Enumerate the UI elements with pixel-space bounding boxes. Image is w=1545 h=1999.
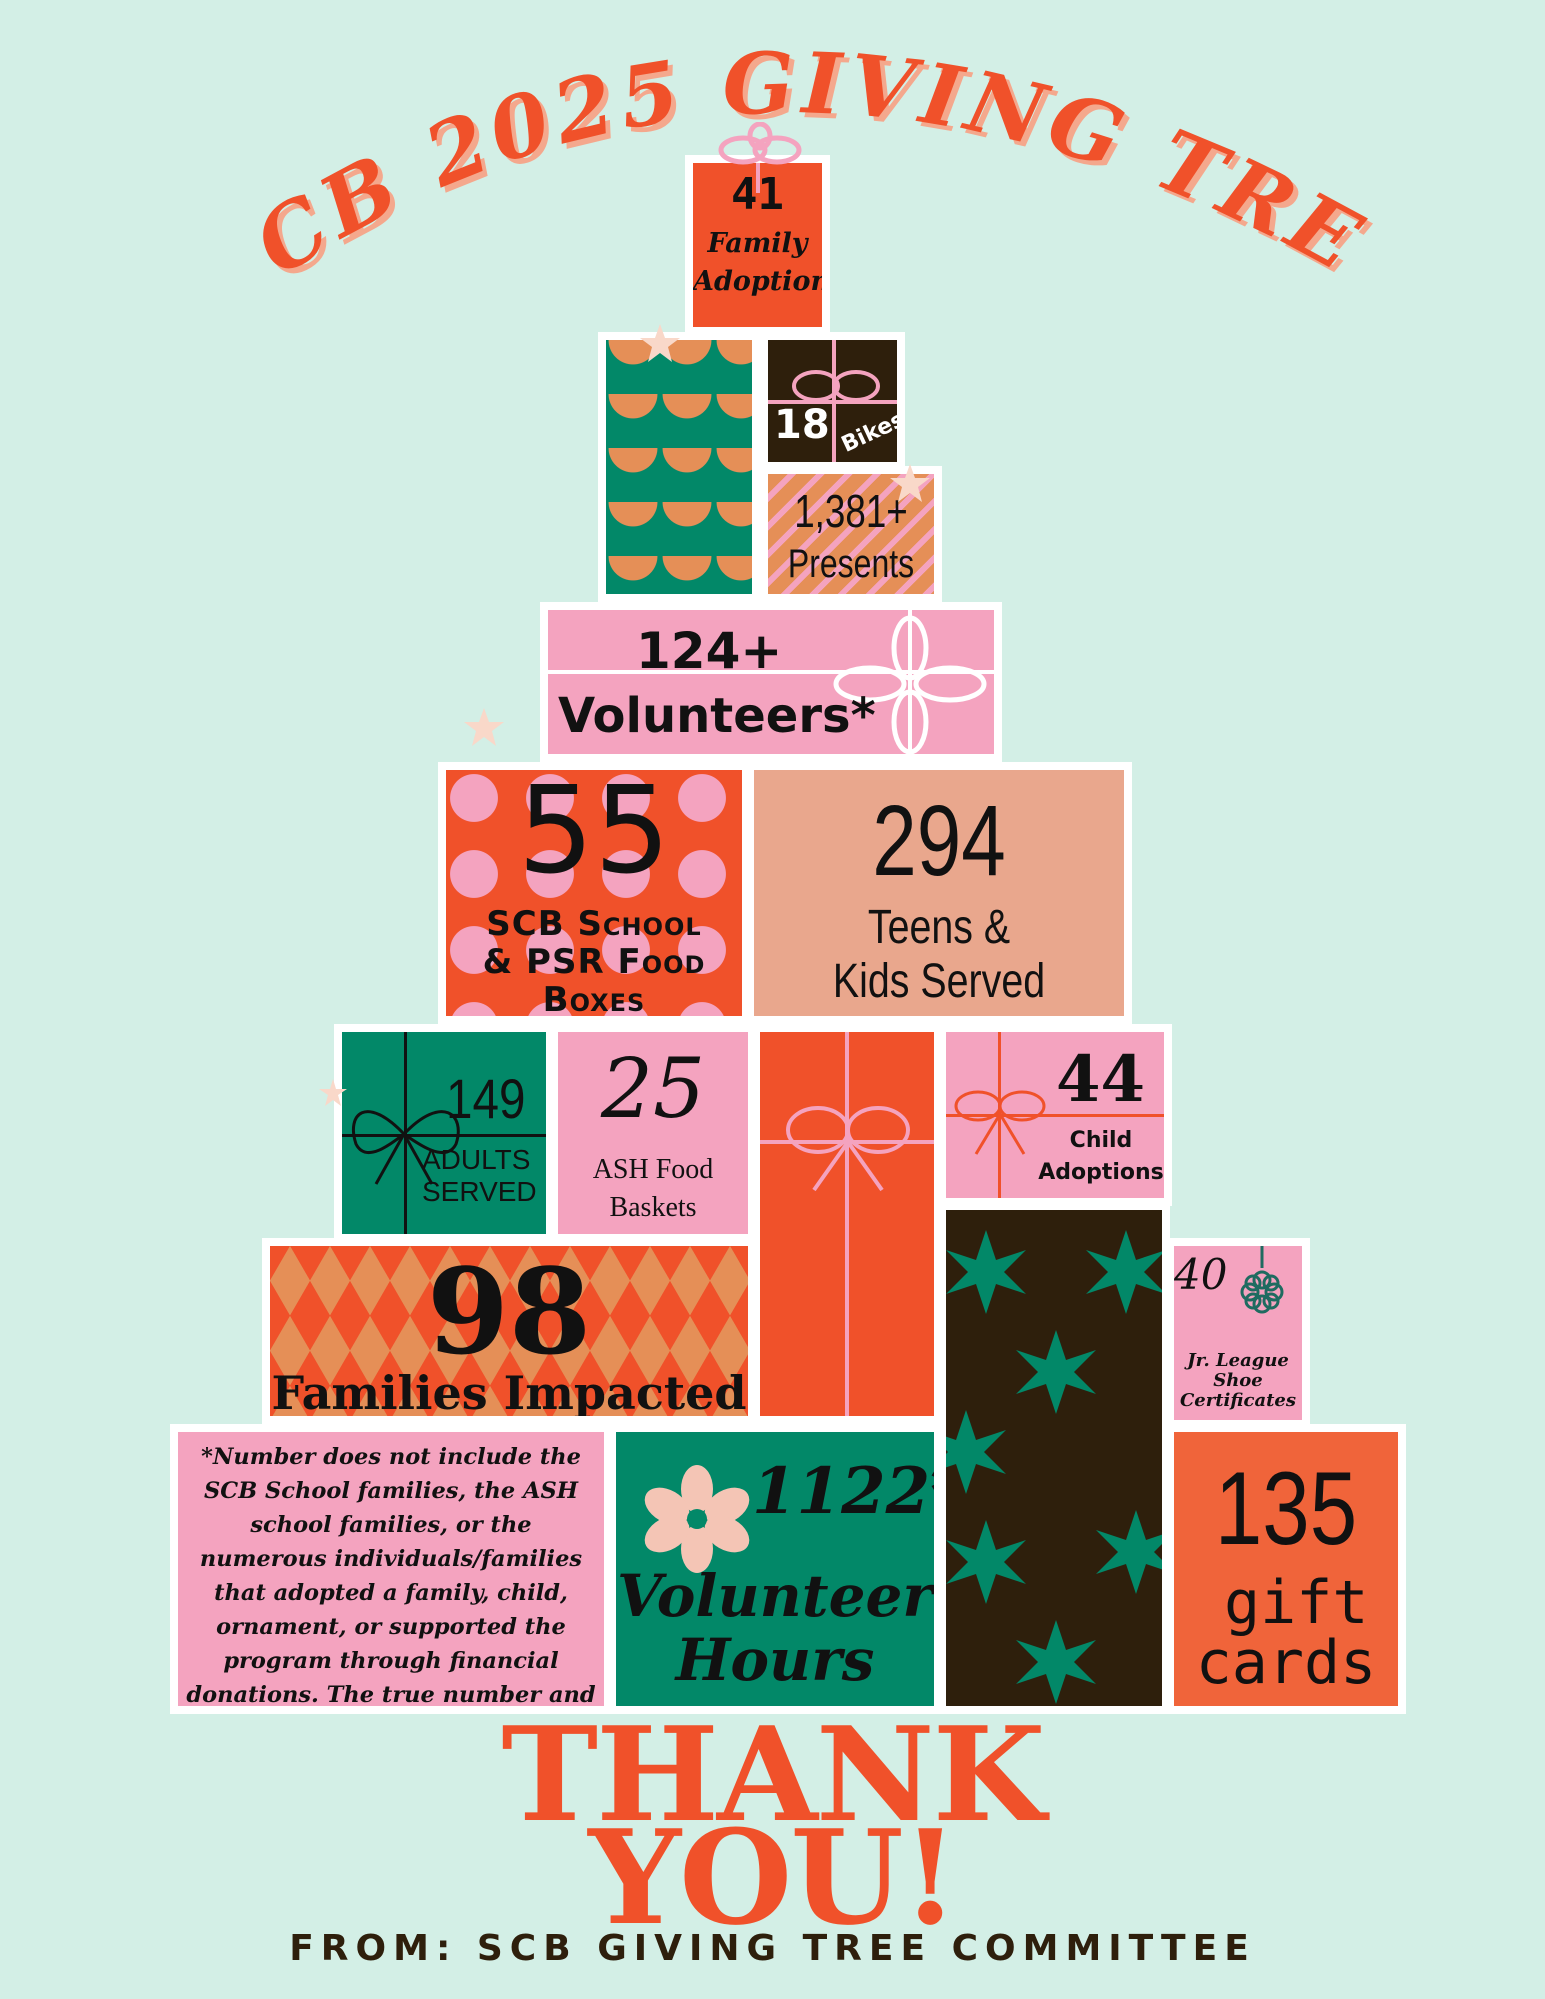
gift-cards-number: 135 xyxy=(1214,1451,1358,1567)
family-adoptions-label-1: Family xyxy=(707,228,808,259)
families-impacted-number: 98 xyxy=(426,1242,592,1381)
volunteer-hours-label-2: Hours xyxy=(675,1626,875,1694)
thank-you-line-1: THANK xyxy=(501,1698,1045,1851)
bikes-box: 18 Bikes xyxy=(760,332,905,470)
gift-cards-box: 135 gift cards xyxy=(1166,1424,1406,1714)
food-boxes-label-2: & PSR Food xyxy=(482,942,706,982)
ribbon-gift-box xyxy=(752,1024,942,1424)
presents-box: 1,381+ Presents xyxy=(760,466,942,602)
family-adoptions-box: 41 Family Adoptions xyxy=(685,155,830,335)
family-adoptions-number: 41 xyxy=(731,169,784,220)
star-icon xyxy=(464,708,504,746)
ash-baskets-box: 25 ASH Food Baskets xyxy=(550,1024,756,1242)
bikes-label: Bikes xyxy=(837,407,905,458)
volunteer-hours-label-1: Volunteer xyxy=(617,1562,933,1630)
ash-baskets-label-2: Baskets xyxy=(609,1192,697,1223)
volunteers-number: 124+ xyxy=(636,622,783,680)
star-pattern-box xyxy=(938,1202,1170,1714)
shoe-certificates-label-3: Certificates xyxy=(1179,1390,1297,1411)
adults-label-2: SERVED xyxy=(422,1176,537,1207)
ash-baskets-number: 25 xyxy=(600,1042,706,1137)
bow-icon xyxy=(351,1110,460,1185)
families-impacted-box: 98 Families Impacted xyxy=(262,1238,756,1424)
volunteer-hours-box: 1122* Volunteer Hours xyxy=(608,1424,942,1714)
shoe-certificates-label-1: Jr. League xyxy=(1187,1350,1289,1371)
footnote-box: *Number does not include the SCB School … xyxy=(170,1424,612,1714)
gift-cards-label-1: gift xyxy=(1224,1568,1369,1638)
food-boxes-box: 55 SCB School & PSR Food Boxes xyxy=(438,762,750,1024)
presents-number: 1,381+ xyxy=(794,485,908,537)
teens-kids-label-2: Kids Served xyxy=(832,955,1046,1008)
food-boxes-label-3: Boxes xyxy=(542,980,646,1020)
bow-icon xyxy=(833,615,987,754)
bow-icon xyxy=(792,370,880,402)
shoe-certificates-label-2: Shoe xyxy=(1213,1370,1263,1391)
from-committee: FROM: SCB GIVING TREE COMMITTEE xyxy=(289,1928,1256,1969)
title-arc: SCB 2025 GIVING TREE SCB 2025 GIVING TRE… xyxy=(0,0,1380,300)
volunteers-box: 124+ Volunteers* xyxy=(540,602,1002,762)
adults-number: 149 xyxy=(446,1067,526,1130)
food-boxes-number: 55 xyxy=(517,762,671,901)
child-adoptions-box: 44 Child Adoptions xyxy=(938,1024,1172,1206)
volunteers-label: Volunteers* xyxy=(558,688,876,744)
footnote-text: *Number does not include the SCB School … xyxy=(186,1444,596,1708)
gift-cards-label-2: cards xyxy=(1195,1628,1377,1698)
food-boxes-label-1: SCB School xyxy=(486,904,702,944)
family-adoptions-label-2: Adoptions xyxy=(693,266,830,297)
adults-label-1: ADULTS xyxy=(422,1144,531,1175)
flower-icon xyxy=(644,1465,750,1573)
bow-icon xyxy=(718,122,802,165)
ash-baskets-label-1: ASH Food xyxy=(592,1154,714,1185)
star-icon xyxy=(640,324,680,362)
thank-you-line-2: YOU! xyxy=(588,1801,958,1954)
shoe-certificates-number: 40 xyxy=(1174,1250,1228,1299)
volunteer-hours-number: 1122* xyxy=(752,1454,934,1529)
adults-served-box: 149 ADULTS SERVED xyxy=(334,1024,554,1242)
bow-icon xyxy=(786,1106,910,1192)
shoe-certificates-box: 40 Jr. League Shoe Certificates xyxy=(1166,1238,1310,1428)
teens-kids-number: 294 xyxy=(872,785,1006,897)
wave-pattern-box xyxy=(598,332,760,602)
bikes-number: 18 xyxy=(774,402,830,448)
flower-bow-icon xyxy=(1240,1246,1284,1314)
child-adoptions-number: 44 xyxy=(1056,1042,1146,1117)
families-impacted-label: Families Impacted xyxy=(271,1366,747,1420)
child-adoptions-label-1: Child xyxy=(1069,1128,1133,1153)
child-adoptions-label-2: Adoptions xyxy=(1038,1160,1164,1185)
star-icon xyxy=(890,464,930,502)
teens-kids-box: 294 Teens & Kids Served xyxy=(746,762,1132,1024)
star-pattern-icon xyxy=(946,1230,1162,1704)
presents-label: Presents xyxy=(787,542,915,586)
star-icon xyxy=(319,1079,347,1106)
bow-icon xyxy=(954,1090,1046,1155)
teens-kids-label-1: Teens & xyxy=(867,901,1011,954)
